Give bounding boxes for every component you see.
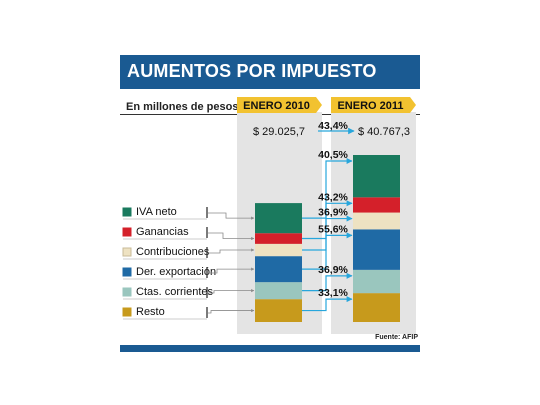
growth-label: 40,5%: [318, 149, 348, 161]
legend-leader: [208, 308, 255, 314]
total-label-2010: $ 29.025,7: [253, 126, 305, 138]
legend-label: Der. exportación: [136, 266, 216, 278]
legend-label: IVA neto: [136, 206, 177, 218]
legend-swatch: [122, 227, 132, 237]
legend-label: Ganancias: [136, 226, 189, 238]
growth-label: 36,9%: [318, 264, 348, 276]
legend-swatch: [122, 287, 132, 297]
legend-label: Ctas. corrientes: [136, 286, 214, 298]
bottom-band: [120, 345, 420, 352]
bar-segment: [353, 212, 400, 230]
growth-arrow: [302, 158, 353, 219]
growth-label: 55,6%: [318, 223, 348, 235]
legend-swatch: [122, 267, 132, 277]
bar-segment: [353, 269, 400, 294]
bar-segment: [353, 229, 400, 270]
bar-segment: [255, 299, 302, 322]
total-label-2011: $ 40.767,3: [358, 126, 410, 138]
bar-segment: [353, 155, 400, 198]
title-band: [120, 55, 420, 89]
bar-segment: [255, 233, 302, 244]
legend-leader: [208, 212, 255, 220]
growth-arrow: [302, 215, 353, 251]
legend-swatch: [122, 247, 132, 257]
source-note: Fuente: AFIP: [375, 334, 418, 341]
bar-segment: [255, 243, 302, 257]
chart-subtitle: En millones de pesos: [126, 101, 239, 113]
legend-swatch: [122, 207, 132, 217]
growth-label: 33,1%: [318, 287, 348, 299]
bar-segment: [255, 282, 302, 300]
column-header-label: ENERO 2011: [337, 100, 403, 112]
growth-label: 43,2%: [318, 191, 348, 203]
legend-label: Resto: [136, 306, 165, 318]
column-header: [237, 97, 322, 113]
bar-segment: [353, 293, 400, 322]
bar-segment: [255, 203, 302, 234]
legend-leader: [208, 289, 255, 294]
chart-title: AUMENTOS POR IMPUESTO: [127, 61, 377, 81]
legend-leader: [208, 267, 255, 274]
growth-arrow: [302, 232, 353, 270]
bar-segment: [353, 197, 400, 213]
column-header-label: ENERO 2010: [243, 100, 310, 112]
growth-arrow: [302, 296, 353, 312]
total-growth-label: 43,4%: [318, 120, 348, 132]
growth-label: 36,9%: [318, 207, 348, 219]
legend-leader: [208, 248, 255, 254]
legend-leader: [208, 232, 255, 241]
column-header: [331, 97, 416, 113]
bar-segment: [255, 256, 302, 283]
legend-swatch: [122, 307, 132, 317]
legend-label: Contribuciones: [136, 246, 210, 258]
growth-arrow: [302, 272, 353, 292]
